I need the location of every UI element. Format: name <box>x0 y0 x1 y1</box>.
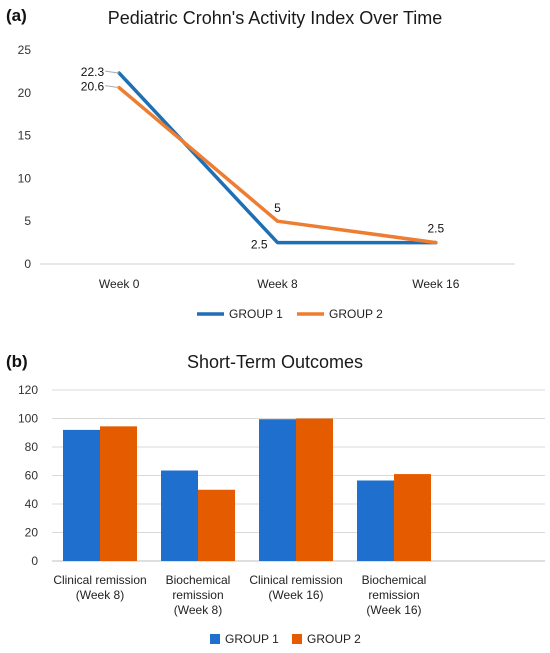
x-tick-label: Clinical remission <box>249 573 342 587</box>
y-tick-label: 0 <box>31 554 38 568</box>
panel-label: (a) <box>6 6 27 25</box>
series-line-1 <box>117 71 438 245</box>
data-label: 5 <box>274 201 281 215</box>
x-tick-label: (Week 16) <box>268 588 323 602</box>
legend-label-1: GROUP 1 <box>225 632 279 646</box>
bar-2 <box>394 474 431 561</box>
legend-label-1: GROUP 1 <box>229 307 283 321</box>
bar-2 <box>100 426 137 561</box>
x-tick-label: remission <box>172 588 223 602</box>
legend-label-2: GROUP 2 <box>307 632 361 646</box>
chart-panel-b: (b) Short-Term Outcomes 0 20 40 60 80 100 120 C… <box>0 342 550 653</box>
legend-swatch-2 <box>292 634 302 644</box>
y-tick-label: 60 <box>25 469 39 483</box>
y-tick-label: 25 <box>18 43 32 57</box>
x-tick-label: (Week 8) <box>174 603 222 617</box>
y-tick-label: 20 <box>18 86 32 100</box>
data-label: 20.6 <box>81 80 105 94</box>
y-tick-label: 15 <box>18 129 32 143</box>
bar-1 <box>161 470 198 561</box>
chart-panel-a: (a) Pediatric Crohn's Activity Index Ove… <box>6 6 515 321</box>
panel-label: (b) <box>6 352 28 371</box>
y-tick-label: 10 <box>18 171 32 185</box>
y-tick-label: 0 <box>24 257 31 271</box>
legend-label-2: GROUP 2 <box>329 307 383 321</box>
x-tick-label: Week 0 <box>99 277 140 291</box>
x-tick-label: (Week 8) <box>76 588 124 602</box>
x-tick-label: remission <box>368 588 419 602</box>
chart-title: Pediatric Crohn's Activity Index Over Ti… <box>107 8 443 28</box>
data-label: 2.5 <box>427 222 444 236</box>
series-line-2 <box>117 85 438 245</box>
data-label: 22.3 <box>81 65 105 79</box>
leader-line <box>105 70 120 74</box>
bar-1 <box>63 429 100 561</box>
bar-2 <box>198 489 235 561</box>
bar-2 <box>296 418 333 561</box>
line-chart: 0 5 10 15 20 25 Week 0 Week 8 Week 16 22.320.6 2.5… <box>18 43 515 321</box>
y-tick-label: 100 <box>18 412 38 426</box>
x-tick-label: Biochemical <box>166 573 231 587</box>
legend-swatch-1 <box>210 634 220 644</box>
x-tick-label: Clinical remission <box>53 573 146 587</box>
y-tick-label: 120 <box>18 383 38 397</box>
leader-line <box>105 85 120 89</box>
bar-1 <box>357 480 394 561</box>
chart-title: Short-Term Outcomes <box>186 352 364 372</box>
y-tick-label: 5 <box>24 214 31 228</box>
y-tick-label: 40 <box>25 497 39 511</box>
y-tick-label: 80 <box>25 440 39 454</box>
x-tick-label: Week 16 <box>412 277 459 291</box>
bar-1 <box>259 419 296 561</box>
x-tick-label: (Week 16) <box>366 603 421 617</box>
x-tick-label: Biochemical <box>362 573 427 587</box>
x-tick-label: Week 8 <box>257 277 298 291</box>
y-tick-label: 20 <box>25 526 39 540</box>
data-label: 2.5 <box>251 238 268 252</box>
